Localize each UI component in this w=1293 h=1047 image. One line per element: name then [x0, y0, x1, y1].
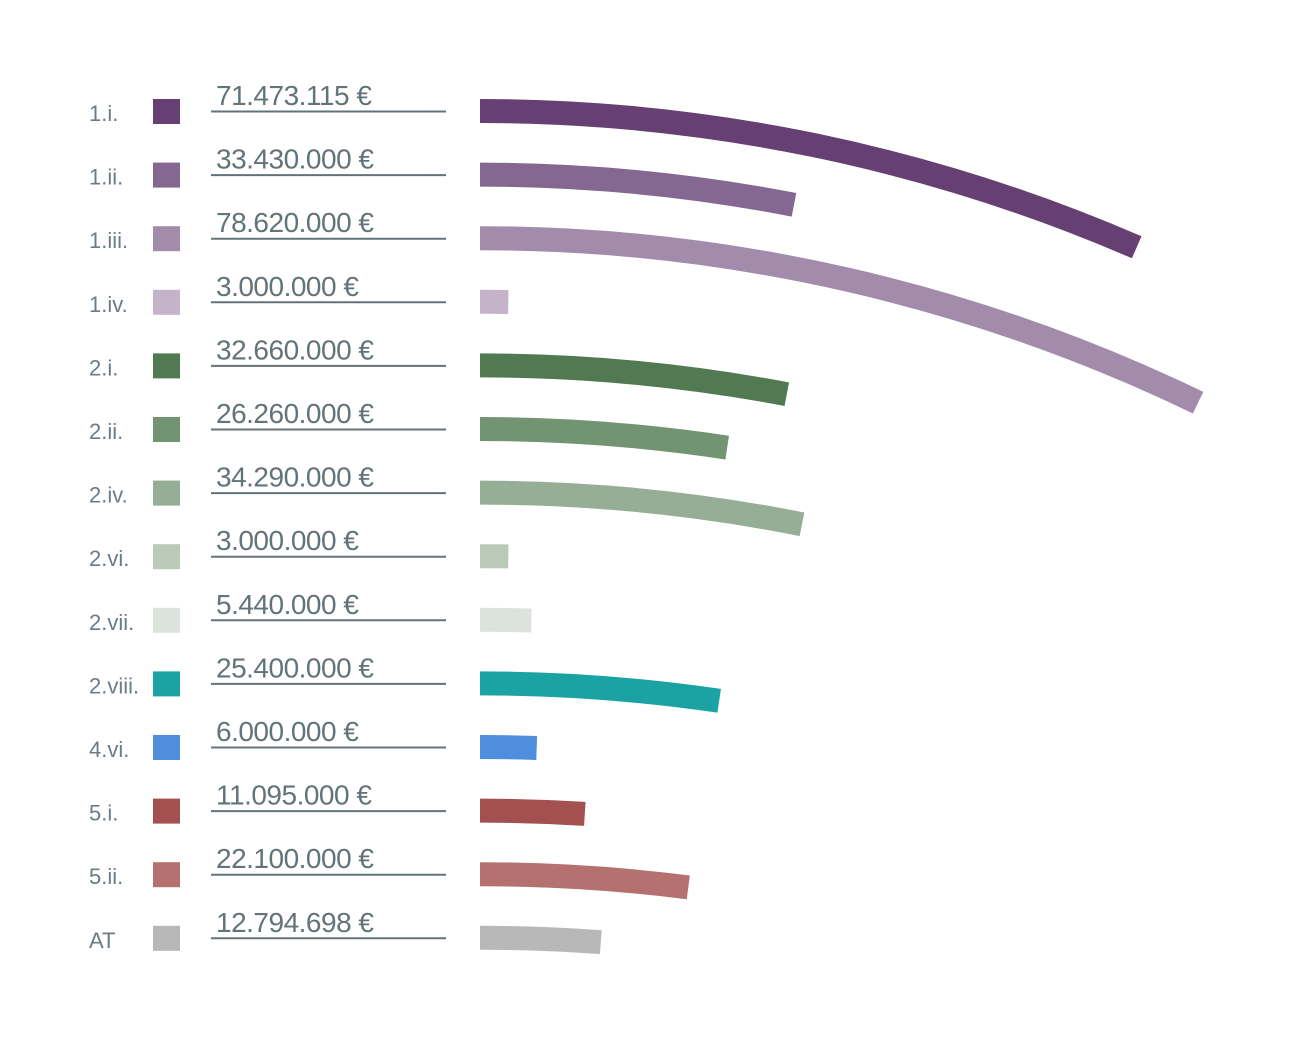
value-label: 5.440.000 €	[216, 589, 359, 620]
category-label: 1.ii.	[89, 165, 123, 190]
bar-2-viii	[479, 671, 721, 713]
category-label: 2.i.	[89, 355, 118, 380]
legend-swatch	[153, 607, 180, 633]
value-label: 34.290.000 €	[216, 462, 374, 493]
category-label: 5.i.	[89, 801, 118, 826]
legend-swatch	[153, 798, 180, 824]
category-label: 2.viii.	[89, 673, 139, 698]
category-label: 2.vi.	[89, 546, 129, 571]
value-label: 11.095.000 €	[216, 780, 372, 811]
legend-swatch	[153, 735, 180, 760]
value-label: 3.000.000 €	[216, 271, 359, 302]
category-label: 2.vii.	[89, 610, 134, 635]
category-label: 2.ii.	[89, 419, 123, 444]
category-label: 2.iv.	[89, 483, 128, 508]
bar-1-iii	[479, 226, 1204, 414]
legend-swatch	[153, 862, 180, 888]
legend-swatch	[153, 925, 180, 951]
value-label: 78.620.000 €	[216, 207, 374, 238]
value-label: 22.100.000 €	[216, 843, 374, 874]
bar-2-i	[479, 353, 790, 406]
legend-swatch	[153, 671, 180, 697]
category-label: 1.i.	[89, 101, 118, 126]
legend-swatch	[153, 99, 180, 124]
value-label: 6.000.000 €	[216, 716, 359, 747]
legend-swatch	[153, 417, 180, 442]
bar-2-vii	[479, 607, 532, 633]
bar-2-ii	[479, 416, 729, 460]
category-label: 5.ii.	[89, 864, 123, 889]
value-label: 12.794.698 €	[216, 907, 374, 938]
legend-swatch	[153, 544, 180, 570]
legend-swatch	[153, 289, 180, 315]
legend-swatch	[153, 353, 180, 379]
bar-2-iv	[479, 480, 805, 537]
category-label: 1.iv.	[89, 292, 128, 317]
bar-at	[479, 925, 602, 955]
category-label: 4.vi.	[89, 737, 129, 762]
bar-1-i	[479, 99, 1142, 259]
value-label: 26.260.000 €	[216, 398, 374, 429]
legend-swatch	[153, 480, 180, 506]
bar-4-vi	[479, 735, 538, 760]
legend-swatch	[153, 162, 180, 188]
value-label: 3.000.000 €	[216, 525, 359, 556]
value-label: 33.430.000 €	[216, 144, 374, 175]
legend-swatch	[153, 226, 180, 252]
value-label: 25.400.000 €	[216, 652, 374, 683]
value-label: 32.660.000 €	[216, 334, 374, 365]
bar-1-ii	[479, 162, 797, 217]
category-label: AT	[89, 928, 115, 953]
category-label: 1.iii.	[89, 228, 128, 253]
bar-5-i	[479, 798, 586, 826]
value-label: 71.473.115 €	[216, 80, 372, 111]
bar-5-ii	[479, 862, 690, 900]
